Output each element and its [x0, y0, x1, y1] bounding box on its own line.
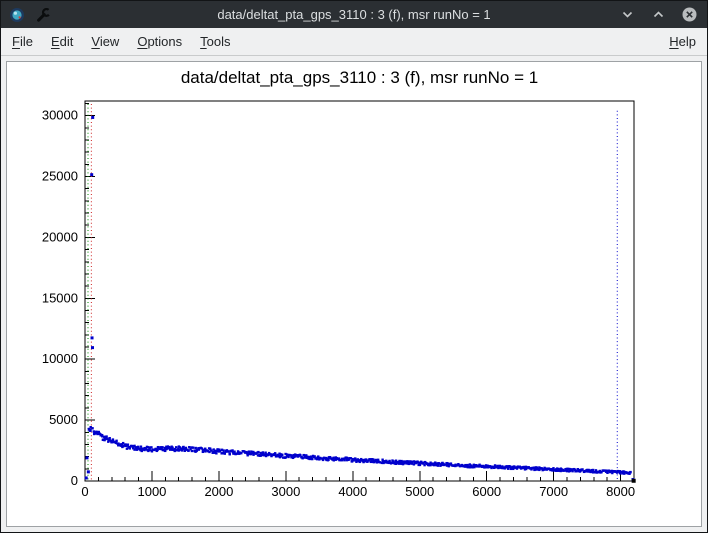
svg-text:7000: 7000	[539, 484, 568, 499]
y-axis: 0 5000 10000 15000 20000 25000 30000	[42, 102, 95, 488]
svg-text:10000: 10000	[42, 351, 78, 366]
minimize-button[interactable]	[618, 6, 636, 24]
svg-text:30000: 30000	[42, 108, 78, 123]
menu-item-tools[interactable]: Tools	[200, 34, 231, 49]
app-icon[interactable]	[8, 6, 26, 24]
menu-item-view[interactable]: View	[91, 34, 120, 49]
svg-text:6000: 6000	[472, 484, 501, 499]
canvas-area: data/deltat_pta_gps_3110 : 3 (f), msr ru…	[1, 56, 707, 532]
svg-text:3000: 3000	[271, 484, 300, 499]
window-title: data/deltat_pta_gps_3110 : 3 (f), msr ru…	[217, 7, 491, 22]
svg-text:15000: 15000	[42, 290, 78, 305]
plot-title: data/deltat_pta_gps_3110 : 3 (f), msr ru…	[180, 68, 539, 87]
plot-frame	[84, 100, 635, 482]
wrench-icon[interactable]	[34, 6, 52, 24]
svg-text:25000: 25000	[42, 169, 78, 184]
menu-item-edit[interactable]: Edit	[50, 34, 74, 49]
svg-text:4000: 4000	[338, 484, 367, 499]
svg-text:20000: 20000	[42, 229, 78, 244]
maximize-button[interactable]	[649, 6, 667, 24]
svg-text:8000: 8000	[606, 484, 635, 499]
menu-item-help[interactable]: Help	[669, 34, 696, 49]
titlebar[interactable]: data/deltat_pta_gps_3110 : 3 (f), msr ru…	[1, 1, 707, 28]
svg-text:1000: 1000	[137, 484, 166, 499]
svg-text:0: 0	[81, 484, 88, 499]
menu-item-options[interactable]: Options	[137, 34, 183, 49]
data-points	[84, 115, 636, 483]
root-canvas[interactable]: data/deltat_pta_gps_3110 : 3 (f), msr ru…	[6, 61, 702, 527]
close-button[interactable]	[680, 6, 698, 24]
svg-text:5000: 5000	[49, 412, 78, 427]
histogram-plot[interactable]: 0 1000 2000 3000 4000 5000 6000 7000 8000 0 5000 10…	[7, 62, 701, 527]
menubar: File Edit View Options Tools Help	[1, 28, 707, 56]
svg-text:5000: 5000	[405, 484, 434, 499]
svg-text:0: 0	[71, 473, 78, 488]
svg-text:2000: 2000	[204, 484, 233, 499]
menu-item-file[interactable]: File	[12, 34, 33, 49]
x-axis: 0 1000 2000 3000 4000 5000 6000 7000 8000	[81, 471, 635, 499]
